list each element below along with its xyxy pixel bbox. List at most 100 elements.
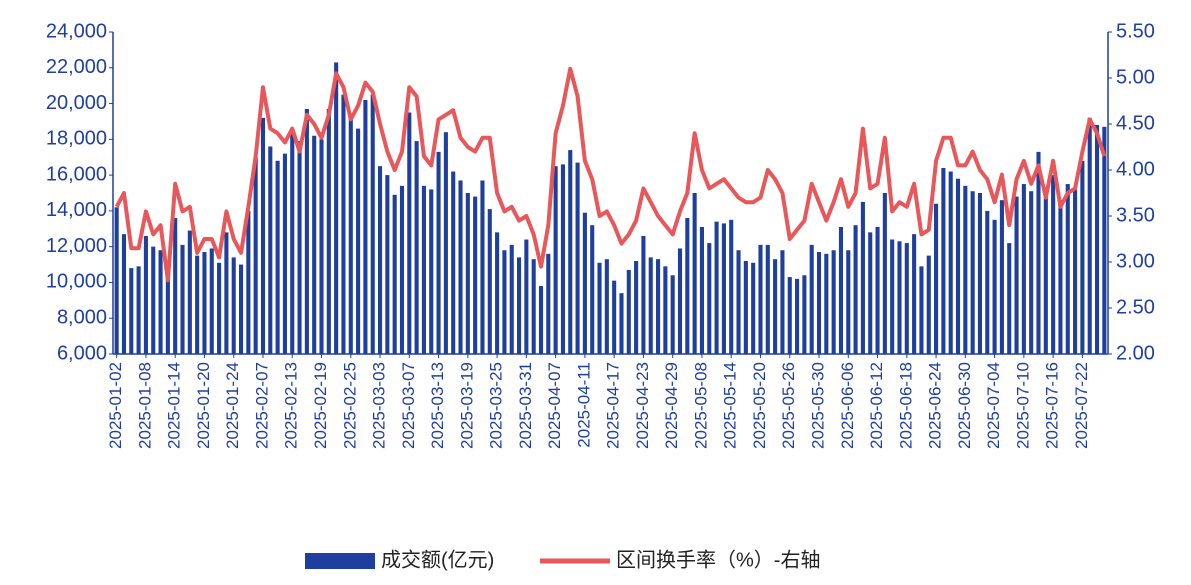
bar — [846, 250, 851, 354]
bar — [1073, 189, 1078, 354]
bar — [582, 212, 587, 354]
bar — [246, 210, 251, 354]
bar — [531, 259, 536, 354]
bar — [129, 268, 134, 354]
bar — [729, 219, 734, 354]
bar — [816, 252, 822, 354]
bar — [290, 133, 295, 354]
bar — [429, 189, 434, 354]
x-tick-label: 2025-03-31 — [516, 362, 535, 449]
bar — [165, 278, 170, 354]
x-tick-label: 2025-02-13 — [282, 362, 301, 449]
bar — [341, 94, 346, 354]
bar — [473, 196, 478, 354]
y-tick-label: 16,000 — [46, 163, 107, 185]
x-tick-label: 2025-01-24 — [223, 362, 242, 449]
bar — [670, 275, 675, 354]
bar — [612, 280, 617, 354]
bar — [1051, 175, 1056, 354]
y-tick-label: 12,000 — [46, 235, 107, 257]
bar — [977, 193, 983, 354]
legend-label: 成交额(亿元) — [381, 548, 494, 571]
x-tick-label: 2025-03-13 — [428, 362, 447, 449]
bar — [143, 235, 148, 354]
bar — [502, 250, 507, 354]
bar — [1058, 200, 1063, 354]
bar — [934, 203, 939, 354]
y2-tick-label: 3.50 — [1116, 204, 1155, 226]
y2-tick-label: 5.00 — [1116, 66, 1155, 88]
bar — [773, 259, 778, 354]
bar — [151, 246, 156, 354]
y-tick-label: 24,000 — [46, 20, 107, 42]
bar — [692, 193, 697, 354]
x-tick-label: 2025-02-19 — [311, 362, 330, 449]
bar — [238, 264, 244, 354]
line — [114, 66, 1107, 283]
bar — [890, 239, 895, 354]
x-tick-label: 2025-03-07 — [399, 362, 418, 449]
bar — [297, 141, 302, 354]
x-tick-label: 2025-04-23 — [633, 362, 652, 449]
x-tick-label: 2025-01-20 — [194, 362, 213, 449]
x-tick-label: 2025-04-29 — [662, 362, 681, 449]
bar — [1094, 125, 1100, 355]
x-tick-label: 2025-05-20 — [750, 362, 769, 449]
bar — [304, 108, 309, 354]
bar — [173, 218, 178, 354]
bar — [897, 241, 902, 354]
y2-tick-label: 4.00 — [1116, 158, 1155, 180]
bar — [941, 167, 946, 354]
x-tick-label: 2025-04-11 — [574, 362, 593, 448]
bar — [802, 275, 807, 354]
y-tick-label: 10,000 — [46, 271, 107, 293]
x-tick-label: 2025-04-17 — [604, 362, 623, 449]
bar — [787, 277, 792, 354]
bar — [509, 244, 514, 354]
bar — [1087, 117, 1092, 354]
y-tick-label: 20,000 — [46, 92, 107, 114]
x-tick-label: 2025-01-02 — [106, 362, 125, 449]
x-tick-label: 2025-06-18 — [896, 362, 915, 449]
y2-tick-label: 2.50 — [1116, 296, 1155, 318]
bar — [590, 225, 595, 354]
bar — [465, 193, 470, 354]
bar — [546, 253, 551, 354]
bar — [487, 209, 492, 354]
bar — [853, 225, 858, 354]
bar — [114, 207, 119, 354]
x-tick-label: 2025-05-08 — [691, 362, 710, 449]
y2-tick-label: 4.50 — [1116, 112, 1155, 134]
x-tick-label: 2025-01-14 — [165, 362, 184, 449]
bar — [780, 250, 785, 354]
bar — [1065, 184, 1070, 354]
bar — [831, 250, 836, 354]
x-tick-label: 2025-06-06 — [838, 362, 857, 449]
bar — [824, 253, 829, 354]
y-tick-label: 14,000 — [46, 199, 107, 221]
bar — [743, 260, 748, 354]
bar — [392, 194, 397, 354]
bar — [1043, 196, 1048, 354]
bar — [677, 248, 683, 354]
y-tick-label: 18,000 — [46, 128, 107, 150]
bar — [736, 250, 741, 354]
bar — [634, 260, 639, 354]
bar — [860, 201, 865, 354]
x-tick-label: 2025-04-07 — [545, 362, 564, 449]
bar — [904, 243, 909, 354]
bar — [312, 135, 317, 354]
bar — [524, 239, 529, 354]
x-tick-label: 2025-05-30 — [808, 362, 827, 449]
bar — [970, 191, 975, 354]
bar — [656, 259, 661, 354]
bar — [158, 250, 163, 354]
bar — [948, 171, 953, 354]
bar — [604, 259, 609, 354]
bar — [575, 162, 580, 354]
bar — [356, 128, 361, 354]
bar — [1036, 151, 1041, 354]
bar — [348, 116, 353, 354]
x-tick-label: 2025-06-24 — [926, 362, 945, 449]
bar — [699, 226, 705, 354]
